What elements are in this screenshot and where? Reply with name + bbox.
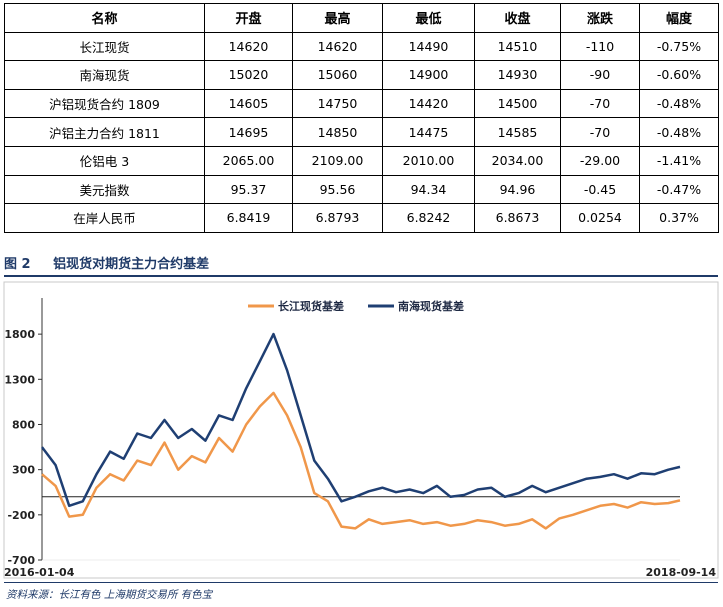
table-header-row: 名称 开盘 最高 最低 收盘 涨跌 幅度 (4, 3, 719, 33)
value-cell: 14605 (204, 88, 293, 119)
x-tick-label-end: 2018-09-14 (646, 566, 717, 579)
table-body: 长江现货 14620 14620 14490 14510 -110 -0.75% 南海现货 15… (4, 31, 719, 233)
value-cell: 2109.00 (292, 145, 383, 176)
header-change: 涨跌 (560, 3, 640, 33)
axes-layer: -700 -200 300 800 1300 1800 2016-01-04 2018-09-… (3, 281, 719, 579)
table-row: 沪铝现货合约 1809 14605 14750 14420 14500 -70 -0.48% (4, 88, 719, 119)
row-name-cell: 在岸人民币 (4, 203, 205, 233)
row-name-cell: 长江现货 (4, 31, 205, 62)
value-cell: -110 (560, 31, 640, 62)
value-cell: 14585 (474, 117, 561, 147)
value-cell: -90 (560, 60, 640, 90)
basis-line-chart: -700 -200 300 800 1300 1800 2016-01-04 2018-09-… (3, 281, 719, 579)
value-cell: 94.96 (474, 174, 561, 205)
value-cell: -0.48% (639, 117, 719, 147)
source-rule (4, 582, 718, 583)
value-cell: 6.8419 (204, 203, 293, 233)
legend-label: 长江现货基差 (278, 299, 344, 313)
header-low: 最低 (382, 3, 475, 33)
row-name-cell: 伦铝电 3 (4, 145, 205, 176)
value-cell: 14695 (204, 117, 293, 147)
series-line-changjiang (41, 391, 681, 530)
table-row: 美元指数 95.37 95.56 94.34 94.96 -0.45 -0.47% (4, 174, 719, 205)
figure-number: 图 2 (4, 257, 31, 272)
value-cell: 15020 (204, 60, 293, 90)
value-cell: -0.75% (639, 31, 719, 62)
quote-table: 名称 开盘 最高 最低 收盘 涨跌 幅度 长江现货 14620 14620 14490… (4, 3, 719, 233)
value-cell: 2010.00 (382, 145, 475, 176)
header-open: 开盘 (204, 3, 293, 33)
value-cell: 14510 (474, 31, 561, 62)
header-close: 收盘 (474, 3, 561, 33)
table-row: 伦铝电 3 2065.00 2109.00 2010.00 2034.00 -29.00-… (4, 145, 719, 176)
value-cell: 14420 (382, 88, 475, 119)
y-tick-label: 1300 (4, 373, 35, 386)
y-tick-label: -200 (7, 509, 35, 522)
value-cell: 14475 (382, 117, 475, 147)
legend: 长江现货基差 南海现货基差 (248, 299, 464, 313)
value-cell: 95.37 (204, 174, 293, 205)
table-row: 在岸人民币 6.8419 6.8793 6.8242 6.8673 0.0254 0.37% (4, 203, 719, 233)
value-cell: -29.00 (560, 145, 640, 176)
row-name-cell: 南海现货 (4, 60, 205, 90)
value-cell: 14750 (292, 88, 383, 119)
value-cell: 15060 (292, 60, 383, 90)
value-cell: 6.8793 (292, 203, 383, 233)
value-cell: 14930 (474, 60, 561, 90)
y-tick-label: -700 (7, 554, 35, 567)
value-cell: 14500 (474, 88, 561, 119)
figure-caption: 图 2 铝现货对期货主力合约基差 (4, 253, 209, 272)
value-cell: 94.34 (382, 174, 475, 205)
row-name-cell: 美元指数 (4, 174, 205, 205)
value-cell: 6.8242 (382, 203, 475, 233)
value-cell: 14490 (382, 31, 475, 62)
value-cell: 14620 (204, 31, 293, 62)
y-tick-label: 1800 (4, 328, 35, 341)
value-cell: -0.48% (639, 88, 719, 119)
row-name-cell: 沪铝主力合约 1811 (4, 117, 205, 147)
value-cell: 14620 (292, 31, 383, 62)
value-cell: -70 (560, 88, 640, 119)
table-row: 南海现货 15020 15060 14900 14930 -90 -0.60% (4, 60, 719, 90)
table-row: 长江现货 14620 14620 14490 14510 -110 -0.75% (4, 31, 719, 62)
figure-title: 铝现货对期货主力合约基差 (53, 257, 210, 272)
value-cell: 2034.00 (474, 145, 561, 176)
value-cell: 14900 (382, 60, 475, 90)
chart-frame (3, 281, 719, 579)
value-cell: 0.0254 (560, 203, 640, 233)
value-cell: 6.8673 (474, 203, 561, 233)
series-layer (41, 332, 681, 530)
header-high: 最高 (292, 3, 383, 33)
row-name-cell: 沪铝现货合约 1809 (4, 88, 205, 119)
value-cell: 14850 (292, 117, 383, 147)
value-cell: -0.45 (560, 174, 640, 205)
y-tick-label: 800 (12, 418, 35, 431)
value-cell: -70 (560, 117, 640, 147)
y-tick-label: 300 (12, 464, 35, 477)
value-cell: -0.47% (639, 174, 719, 205)
legend-label: 南海现货基差 (398, 299, 464, 313)
caption-rule (4, 275, 718, 277)
header-name: 名称 (4, 3, 205, 33)
value-cell: -0.60% (639, 60, 719, 90)
header-pct: 幅度 (639, 3, 719, 33)
value-cell: -1.41% (639, 145, 719, 176)
value-cell: 2065.00 (204, 145, 293, 176)
source-note: 资料来源：长江有色 上海期货交易所 有色宝 (6, 589, 213, 601)
table-row: 沪铝主力合约 1811 14695 14850 14475 14585 -70 -0.48% (4, 117, 719, 147)
x-tick-label-start: 2016-01-04 (4, 566, 75, 579)
value-cell: 95.56 (292, 174, 383, 205)
series-line-nanhai (41, 332, 681, 508)
value-cell: 0.37% (639, 203, 719, 233)
